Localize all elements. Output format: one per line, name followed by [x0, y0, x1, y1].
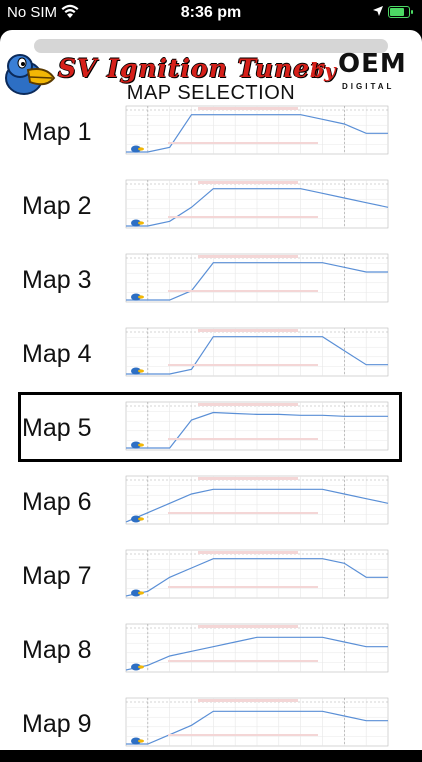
- duck-mini-icon: [131, 219, 141, 227]
- map-item-2[interactable]: Map 2: [0, 174, 422, 244]
- duck-mini-icon: [131, 663, 141, 671]
- app-logo: SV Ignition Tuner by OEM DIGITAL: [0, 46, 422, 106]
- map-curve-thumbnail[interactable]: [118, 322, 396, 386]
- watermark-band: [198, 403, 298, 406]
- page-title: MAP SELECTION: [126, 82, 296, 104]
- watermark-band: [198, 625, 298, 628]
- battery-fill: [390, 8, 404, 16]
- watermark-band: [198, 181, 298, 184]
- map-selection-sheet: SV Ignition Tuner by OEM DIGITAL MAP SEL…: [0, 30, 422, 750]
- duck-mini-icon: [131, 441, 141, 449]
- watermark-band: [168, 734, 318, 736]
- logo-title: SV Ignition Tuner: [58, 54, 325, 83]
- watermark-band: [198, 107, 298, 110]
- status-bar: No SIM 8:36 pm: [0, 0, 422, 26]
- advance-curve: [125, 636, 388, 671]
- duck-mascot-icon: [5, 54, 56, 95]
- wifi-icon: [61, 4, 79, 18]
- duck-mini-icon: [131, 293, 141, 301]
- watermark-band: [168, 438, 318, 440]
- duck-mini-icon: [131, 515, 141, 523]
- carrier-label: No SIM: [7, 4, 58, 21]
- map-curve-thumbnail[interactable]: [118, 544, 396, 608]
- location-icon: [373, 6, 383, 16]
- watermark-band: [168, 586, 318, 588]
- watermark-band: [198, 329, 298, 332]
- map-curve-thumbnail[interactable]: [118, 396, 396, 460]
- duck-mini-beak-icon: [138, 369, 144, 373]
- advance-curve: [126, 411, 388, 449]
- duck-mini-beak-icon: [138, 147, 144, 151]
- map-item-6[interactable]: Map 6: [0, 470, 422, 540]
- duck-mini-beak-icon: [138, 739, 144, 743]
- duck-mini-beak-icon: [138, 221, 144, 225]
- duck-mini-icon: [131, 737, 141, 745]
- map-item-label: Map 4: [22, 340, 92, 368]
- sheet-grabber[interactable]: [34, 39, 388, 53]
- duck-mini-beak-icon: [138, 591, 144, 595]
- watermark-band: [198, 477, 298, 480]
- advance-curve: [126, 262, 388, 301]
- duck-mini-beak-icon: [138, 295, 144, 299]
- map-item-label: Map 5: [22, 414, 92, 442]
- advance-curve: [126, 336, 388, 375]
- logo-brand: OEM: [338, 49, 407, 79]
- logo-by: by: [310, 58, 336, 82]
- watermark-band: [168, 660, 318, 662]
- logo-brand-sub: DIGITAL: [342, 82, 395, 91]
- map-item-label: Map 3: [22, 266, 92, 294]
- map-curve-thumbnail[interactable]: [118, 174, 396, 238]
- advance-curve: [126, 114, 388, 153]
- watermark-band: [168, 364, 318, 366]
- map-item-label: Map 6: [22, 488, 92, 516]
- battery-icon: [388, 6, 413, 18]
- watermark-band: [168, 512, 318, 514]
- map-curve-thumbnail[interactable]: [118, 100, 396, 164]
- map-curve-thumbnail[interactable]: [118, 248, 396, 312]
- watermark-band: [168, 216, 318, 218]
- map-item-3[interactable]: Map 3: [0, 248, 422, 318]
- duck-mini-beak-icon: [138, 443, 144, 447]
- map-item-1[interactable]: Map 1: [0, 100, 422, 170]
- duck-mini-icon: [131, 589, 141, 597]
- map-item-8[interactable]: Map 8: [0, 618, 422, 688]
- map-item-label: Map 2: [22, 192, 92, 220]
- map-item-label: Map 9: [22, 710, 92, 738]
- map-curve-thumbnail[interactable]: [118, 692, 396, 756]
- duck-mini-icon: [131, 145, 141, 153]
- advance-curve: [125, 488, 389, 523]
- map-curve-thumbnail[interactable]: [118, 470, 396, 534]
- duck-mini-icon: [131, 367, 141, 375]
- duck-mini-beak-icon: [138, 665, 144, 669]
- watermark-band: [168, 290, 318, 292]
- watermark-band: [198, 255, 298, 258]
- watermark-band: [168, 142, 318, 144]
- duck-mini-beak-icon: [138, 517, 144, 521]
- clock: 8:36 pm: [180, 4, 242, 21]
- map-item-label: Map 1: [22, 118, 92, 146]
- map-item-label: Map 8: [22, 636, 92, 664]
- advance-curve: [126, 188, 389, 227]
- map-item-4[interactable]: Map 4: [0, 322, 422, 392]
- advance-curve: [125, 558, 388, 597]
- map-item-5[interactable]: Map 5: [0, 392, 422, 466]
- watermark-band: [198, 551, 298, 554]
- map-item-9[interactable]: Map 9: [0, 692, 422, 762]
- map-curve-thumbnail[interactable]: [118, 618, 396, 682]
- map-item-7[interactable]: Map 7: [0, 544, 422, 614]
- map-item-label: Map 7: [22, 562, 92, 590]
- watermark-band: [198, 699, 298, 702]
